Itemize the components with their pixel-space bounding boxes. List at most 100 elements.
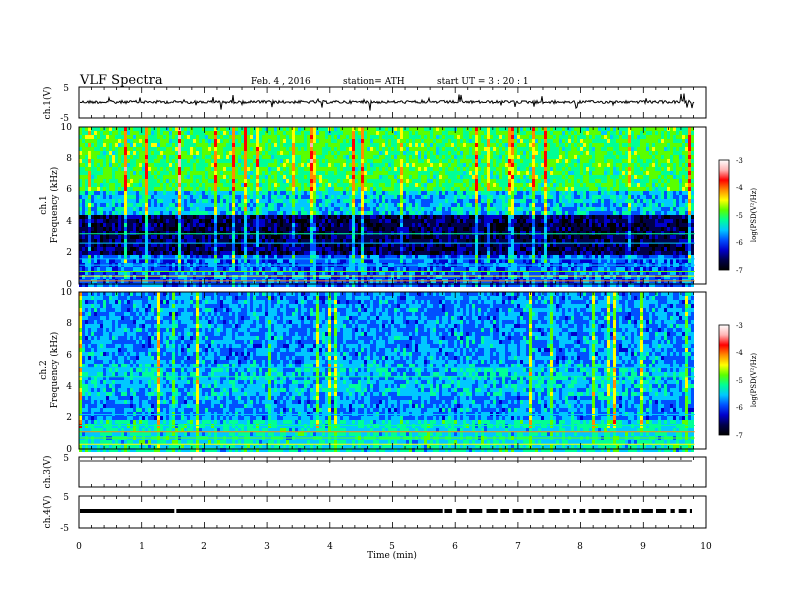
spectrogram-cell — [154, 143, 157, 147]
spectrogram-cell — [625, 147, 628, 151]
spectrogram-cell — [613, 187, 616, 191]
spectrogram-cell — [622, 179, 625, 183]
spectrogram-cell — [415, 195, 418, 199]
spectrogram-cell — [667, 135, 670, 139]
spectrogram-cell — [466, 219, 469, 223]
spectrogram-cell — [130, 215, 133, 219]
spectrogram-cell — [250, 199, 253, 203]
spectrogram-cell — [313, 183, 316, 187]
spectrogram-cell — [478, 211, 481, 215]
spectrogram-cell — [673, 135, 676, 139]
spectrogram-cell — [637, 199, 640, 203]
spectrogram-cell — [565, 167, 568, 171]
spectrogram-cell — [607, 183, 610, 187]
spectrogram-cell — [442, 135, 445, 139]
spectrogram-cell — [199, 143, 202, 147]
spectrogram-cell — [241, 207, 244, 211]
spectrogram-cell — [397, 187, 400, 191]
spectrogram-cell — [568, 131, 571, 135]
spectrogram-cell — [97, 151, 100, 155]
spectrogram-cell — [187, 143, 190, 147]
spectrogram-cell — [121, 139, 124, 143]
spectrogram-cell — [121, 151, 124, 155]
spectrogram-cell — [211, 207, 214, 211]
spectrogram-cell — [226, 147, 229, 151]
spectrogram-cell — [157, 211, 160, 215]
spectrogram-cell — [136, 179, 139, 183]
spectrogram-cell — [646, 151, 649, 155]
spectrogram-cell — [127, 191, 130, 195]
spectrogram-cell — [301, 155, 304, 159]
spectrogram-cell — [175, 203, 178, 207]
spectrogram-cell — [238, 171, 241, 175]
spectrogram-cell — [613, 159, 616, 163]
spectrogram-cell — [478, 135, 481, 139]
spectrogram-cell — [421, 171, 424, 175]
spectrogram-cell — [607, 191, 610, 195]
spectrogram-cell — [631, 135, 634, 139]
spectrogram-cell — [112, 195, 115, 199]
spectrogram-cell — [85, 175, 88, 179]
spectrogram-cell — [670, 155, 673, 159]
spectrogram-cell — [397, 171, 400, 175]
spectrogram-cell — [100, 207, 103, 211]
spectrogram-cell — [97, 223, 100, 227]
spectrogram-cell — [382, 175, 385, 179]
spectrogram-cell — [637, 203, 640, 207]
spectrogram-cell — [481, 219, 484, 223]
spectrogram-cell — [646, 183, 649, 187]
spectrogram-cell — [586, 131, 589, 135]
spectrogram-cell — [325, 143, 328, 147]
spectrogram-cell — [199, 207, 202, 211]
spectrogram-cell — [223, 175, 226, 179]
spectrogram-cell — [340, 163, 343, 167]
spectrogram-cell — [190, 155, 193, 159]
spectrogram-cell — [295, 191, 298, 195]
spectrogram-cell — [187, 163, 190, 167]
spectrogram-cell — [448, 135, 451, 139]
spectrogram-cell — [178, 171, 181, 175]
spectrogram-cell — [175, 159, 178, 163]
spectrogram-cell — [367, 147, 370, 151]
spectrogram-cell — [328, 135, 331, 139]
spectrogram-cell — [490, 175, 493, 179]
spectrogram-cell — [367, 183, 370, 187]
spectrogram-cell — [598, 199, 601, 203]
spectrogram-cell — [685, 139, 688, 143]
spectrogram-cell — [316, 171, 319, 175]
spectrogram-cell — [601, 179, 604, 183]
spectrogram-cell — [442, 191, 445, 195]
spectrogram-cell — [502, 127, 505, 131]
spectrogram-cell — [115, 131, 118, 135]
spectrogram-cell — [289, 167, 292, 171]
spectrogram-cell — [316, 179, 319, 183]
spectrogram-cell — [646, 139, 649, 143]
spectrogram-cell — [91, 147, 94, 151]
spectrogram-cell — [256, 179, 259, 183]
spectrogram-cell — [397, 135, 400, 139]
spectrogram-cell — [238, 135, 241, 139]
spectrogram-cell — [418, 135, 421, 139]
spectrogram-cell — [628, 175, 631, 179]
spectrogram-cell — [145, 167, 148, 171]
spectrogram-cell — [346, 187, 349, 191]
spectrogram-cell — [268, 151, 271, 155]
spectrogram-cell — [145, 143, 148, 147]
spectrogram-cell — [244, 219, 247, 223]
spectrogram-cell — [169, 179, 172, 183]
spectrogram-cell — [253, 139, 256, 143]
spectrogram-cell — [631, 147, 634, 151]
spectrogram-cell — [613, 147, 616, 151]
spectrogram-cell — [538, 167, 541, 171]
spectrogram-cell — [520, 163, 523, 167]
spectrogram-cell — [661, 139, 664, 143]
spectrogram-cell — [592, 131, 595, 135]
spectrogram-cell — [304, 167, 307, 171]
spectrogram-cell — [169, 171, 172, 175]
spectrogram-cell — [373, 171, 376, 175]
spectrogram-cell — [688, 171, 691, 175]
spectrogram-cell — [511, 175, 514, 179]
spectrogram-cell — [337, 147, 340, 151]
spectrogram-cell — [457, 155, 460, 159]
spectrogram-cell — [136, 215, 139, 219]
